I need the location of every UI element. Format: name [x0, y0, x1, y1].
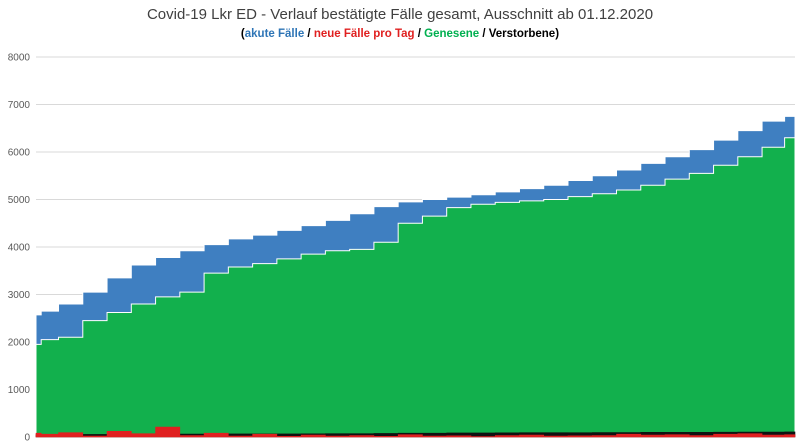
y-tick-label: 1000: [8, 385, 31, 396]
y-tick-label: 0: [24, 433, 30, 444]
series-area-3: [35, 426, 796, 438]
y-axis: 0 1000 2000 3000 4000 5000 6000 7000 8000: [8, 53, 31, 444]
y-tick-label: 6000: [8, 148, 31, 159]
y-tick-label: 4000: [8, 243, 31, 254]
y-tick-label: 3000: [8, 290, 31, 301]
subtitle-part-1: akute Fälle: [244, 28, 305, 40]
subtitle-part-5: Genesene: [424, 28, 480, 40]
chart-title: Covid-19 Lkr ED - Verlauf bestätigte Fäl…: [146, 6, 654, 23]
subtitle-part-0: (: [240, 28, 245, 40]
subtitle-part-8: ): [555, 28, 560, 40]
y-tick-label: 8000: [8, 53, 31, 64]
subtitle-part-4: /: [414, 28, 425, 40]
subtitle-part-2: /: [304, 28, 314, 40]
chart-subtitle: (akute Fälle / neue Fälle pro Tag / Gene…: [0, 28, 800, 40]
subtitle-part-7: Verstorbene: [488, 28, 556, 40]
series-areas: [35, 115, 796, 438]
subtitle-part-3: neue Fälle pro Tag: [313, 28, 415, 40]
y-tick-label: 5000: [8, 195, 31, 206]
series-area-1: [35, 137, 796, 438]
subtitle-part-6: /: [479, 28, 489, 40]
y-tick-label: 7000: [8, 100, 31, 111]
y-tick-label: 2000: [8, 338, 31, 349]
